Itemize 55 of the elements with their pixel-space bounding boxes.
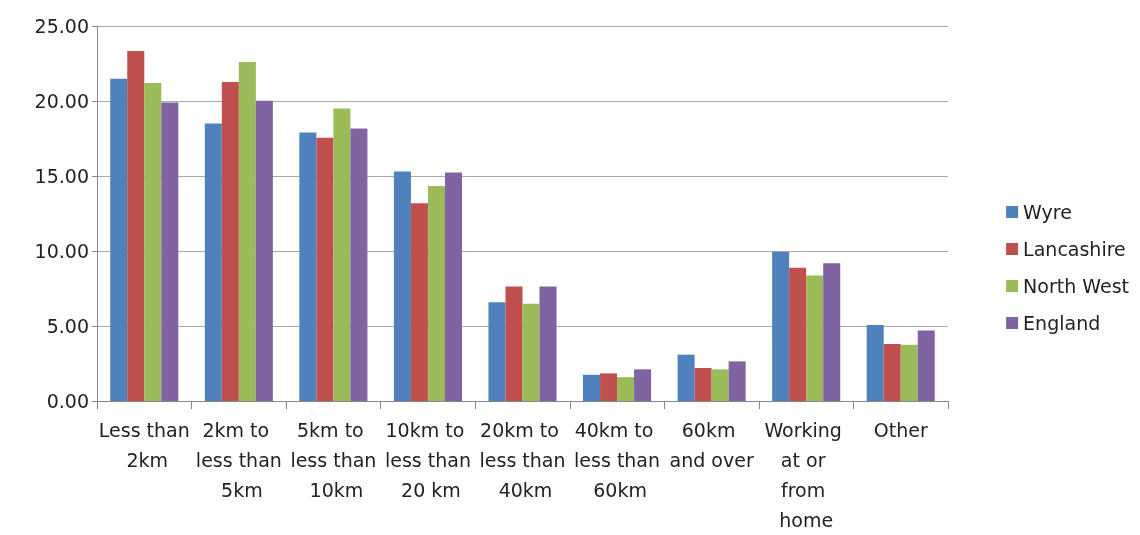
bar [255, 100, 273, 401]
bar [410, 203, 428, 401]
bar [204, 123, 222, 401]
y-tick-label: 0.00 [46, 390, 89, 412]
bar [299, 132, 317, 401]
legend-label: Lancashire [1023, 238, 1126, 260]
bar [694, 368, 712, 401]
bar [634, 369, 652, 401]
x-tick-label: 20km to less than 40km [479, 419, 566, 501]
bar [677, 354, 695, 401]
bar [316, 137, 334, 401]
bar [350, 128, 368, 401]
bar [161, 102, 179, 401]
legend-label: Wyre [1023, 201, 1072, 223]
bar [806, 275, 824, 401]
y-tick-label: 5.00 [46, 315, 89, 337]
bar [522, 303, 540, 401]
bar [144, 83, 162, 401]
bar [238, 62, 256, 401]
x-tick-label: 10km to less than 20 km [384, 419, 471, 501]
bar [823, 263, 841, 401]
bar [617, 377, 635, 401]
bar [728, 361, 746, 401]
legend-label: England [1023, 312, 1101, 334]
bar [393, 171, 411, 401]
x-tick-label: 40km to less than 60km [574, 419, 661, 501]
bar [711, 369, 729, 401]
bar [333, 108, 351, 401]
bar [505, 286, 523, 401]
bar [110, 78, 128, 401]
legend-label: North West [1023, 275, 1130, 297]
bar [917, 330, 935, 401]
x-tick-label: Working at or from home [764, 419, 848, 531]
x-tick-label: Less than 2km [98, 419, 190, 471]
bar [866, 324, 884, 401]
bar [221, 81, 239, 401]
bar [488, 302, 506, 401]
bar [772, 251, 790, 401]
bar [900, 344, 918, 401]
bar [600, 373, 618, 401]
x-tick-label: 60km and over [669, 419, 754, 471]
y-tick-label: 15.00 [34, 165, 89, 187]
y-tick-label: 25.00 [34, 15, 89, 37]
x-tick-label: 5km to less than 10km [290, 419, 377, 501]
y-tick-label: 20.00 [34, 90, 89, 112]
y-tick-label: 10.00 [34, 240, 89, 262]
bar [444, 172, 462, 401]
bar [883, 344, 901, 401]
bar [583, 374, 601, 401]
bar [539, 286, 557, 401]
x-tick-label: 2km to less than 5km [195, 419, 282, 501]
x-tick-label: Other [873, 419, 928, 441]
bar [127, 50, 145, 401]
bar [789, 267, 807, 401]
bar [427, 185, 445, 401]
